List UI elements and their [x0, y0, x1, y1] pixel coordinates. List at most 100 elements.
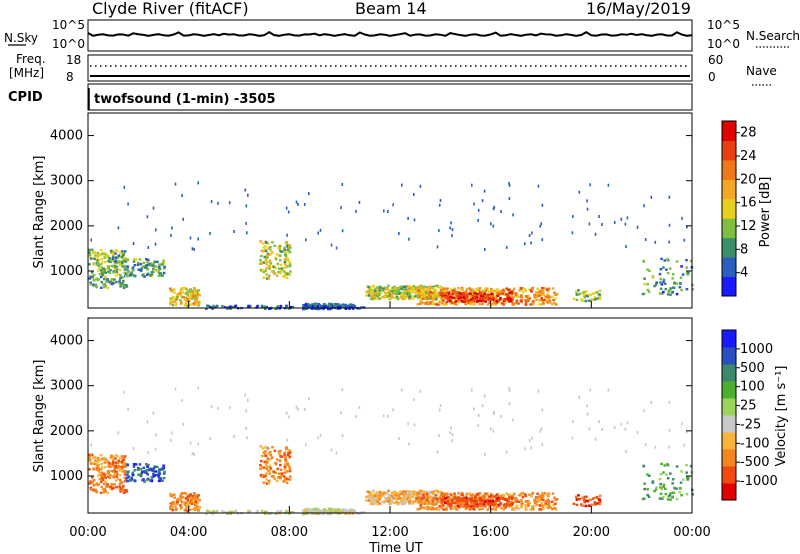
scatter-cell: [104, 490, 107, 493]
scatter-cell: [132, 463, 136, 466]
scatter-cell: [376, 502, 379, 506]
scatter-cell: [412, 288, 415, 291]
scatter-cell: [438, 203, 441, 207]
scatter-cell: [481, 499, 484, 502]
scatter-cell: [338, 511, 342, 514]
scatter-cell: [490, 427, 492, 431]
scatter-cell: [428, 490, 432, 493]
scatter-cell: [436, 450, 439, 454]
scatter-cell: [402, 297, 406, 301]
scatter-cell: [391, 491, 395, 494]
nave-tick-high: 60: [708, 53, 723, 67]
scatter-cell: [384, 288, 388, 291]
scatter-cell: [125, 283, 129, 287]
scatter-cell: [581, 299, 584, 302]
scatter-cell: [283, 248, 286, 251]
scatter-cell: [468, 503, 471, 507]
scatter-cell: [429, 506, 432, 509]
scatter-cell: [119, 273, 122, 277]
colorbar-segment: [722, 218, 736, 239]
scatter-cell: [174, 303, 178, 307]
scatter-cell: [387, 290, 391, 293]
scatter-cell: [367, 291, 371, 295]
scatter-cell: [666, 463, 669, 466]
scatter-cell: [662, 290, 665, 294]
scatter-cell: [598, 502, 602, 506]
scatter-cell: [153, 260, 157, 263]
scatter-cell: [399, 293, 403, 297]
scatter-cell: [388, 297, 392, 300]
scatter-cell: [275, 479, 279, 482]
scatter-cell: [263, 460, 267, 464]
scatter-cell: [486, 498, 489, 501]
scatter-cell: [376, 495, 380, 498]
scatter-cell: [174, 182, 177, 186]
scatter-cell: [265, 467, 268, 470]
scatter-cell: [259, 240, 262, 243]
scatter-cell: [442, 303, 445, 306]
scatter-cell: [484, 494, 488, 498]
scatter-cell: [308, 511, 312, 514]
scatter-cell: [643, 204, 645, 208]
scatter-cell: [143, 275, 146, 278]
station-title: Clyde River (fitACF): [92, 0, 249, 18]
scatter-cell: [572, 297, 576, 300]
scatter-cell: [524, 494, 528, 498]
scatter-cell: [594, 496, 597, 499]
scatter-cell: [540, 502, 543, 505]
scatter-cell: [439, 490, 442, 493]
scatter-cell: [93, 489, 97, 493]
scatter-cell: [504, 301, 507, 304]
scatter-cell: [502, 302, 506, 305]
scatter-cell: [521, 286, 524, 290]
scatter-cell: [369, 502, 373, 506]
scatter-cell: [531, 303, 535, 306]
scatter-cell: [663, 259, 666, 262]
scatter-cell: [675, 292, 679, 296]
scatter-cell: [268, 470, 271, 474]
scatter-cell: [486, 303, 490, 306]
scatter-cell: [126, 271, 129, 274]
scatter-cell: [588, 293, 591, 296]
scatter-cell: [317, 436, 319, 440]
scatter-cell: [543, 298, 546, 302]
scatter-cell: [386, 499, 390, 503]
scatter-cell: [495, 288, 498, 292]
scatter-cell: [531, 491, 534, 495]
scatter-cell: [335, 451, 338, 455]
scatter-cell: [675, 260, 679, 263]
scatter-cell: [245, 221, 247, 225]
scatter-cell: [278, 247, 282, 250]
scatter-cell: [390, 495, 394, 498]
scatter-cell: [479, 294, 483, 298]
scatter-cell: [404, 285, 407, 289]
scatter-cell: [422, 496, 425, 499]
scatter-cell: [408, 502, 411, 506]
scatter-cell: [124, 490, 127, 494]
scatter-cell: [598, 420, 600, 423]
scatter-cell: [539, 429, 541, 433]
scatter-cell: [179, 299, 182, 302]
scatter-cell: [288, 451, 292, 455]
scatter-cell: [106, 286, 110, 290]
scatter-cell: [505, 450, 508, 454]
scatter-cell: [453, 297, 457, 300]
scatter-cell: [499, 494, 502, 498]
scatter-cell: [341, 229, 344, 233]
scatter-cell: [474, 495, 477, 498]
scatter-cell: [193, 452, 195, 456]
scatter-cell: [515, 299, 519, 302]
scatter-cell: [140, 267, 143, 270]
scatter-cell: [174, 387, 177, 391]
scatter-cell: [481, 297, 485, 300]
scatter-cell: [681, 421, 683, 425]
scatter-cell: [457, 291, 461, 295]
scatter-cell: [462, 505, 465, 508]
scatter-cell: [577, 289, 580, 292]
scatter-cell: [664, 282, 667, 285]
scatter-cell: [118, 469, 122, 472]
scatter-cell: [234, 304, 238, 307]
scatter-cell: [194, 500, 198, 504]
scatter-cell: [101, 466, 104, 469]
